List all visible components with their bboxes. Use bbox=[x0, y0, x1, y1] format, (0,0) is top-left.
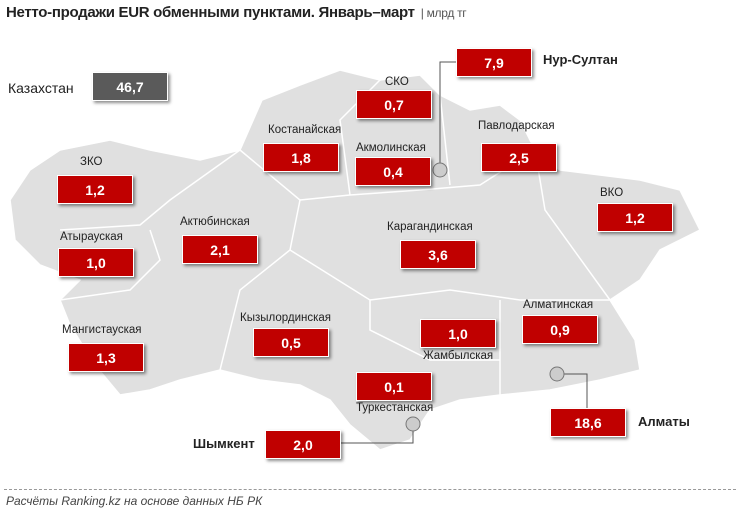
value-aktobe: 2,1 bbox=[182, 235, 258, 264]
value-zko: 1,2 bbox=[57, 175, 133, 204]
label-turkestan: Туркестанская bbox=[356, 402, 434, 414]
source-note: Расчёты Ranking.kz на основе данных НБ Р… bbox=[6, 494, 263, 508]
value-zhambyl: 1,0 bbox=[420, 319, 496, 348]
page-title: Нетто-продажи EUR обменными пунктами. Ян… bbox=[6, 4, 467, 21]
value-almaty: 18,6 bbox=[550, 408, 626, 437]
label-kyzylorda: Кызылординская bbox=[240, 312, 332, 324]
label-mangistau: Мангистауская bbox=[62, 324, 142, 336]
value-turkestan: 0,1 bbox=[356, 372, 432, 401]
value-kyzylorda: 0,5 bbox=[253, 328, 329, 357]
label-almaty-region: Алматинская bbox=[523, 299, 594, 311]
value-sko: 0,7 bbox=[356, 90, 432, 119]
value-atyrau: 1,0 bbox=[58, 248, 134, 277]
label-sko: СКО bbox=[385, 76, 409, 88]
value-almaty-region: 0,9 bbox=[522, 315, 598, 344]
label-almaty: Алматы bbox=[638, 414, 690, 429]
label-shymkent: Шымкент bbox=[193, 436, 255, 451]
nur-sultan-marker bbox=[432, 162, 448, 178]
value-karaganda: 3,6 bbox=[400, 240, 476, 269]
value-mangistau: 1,3 bbox=[68, 343, 144, 372]
shymkent-marker bbox=[405, 416, 421, 432]
label-karaganda: Карагандинская bbox=[387, 221, 473, 233]
label-nur-sultan: Нур-Султан bbox=[543, 52, 618, 67]
label-atyrau: Атырауская bbox=[60, 231, 123, 243]
value-pavlodar: 2,5 bbox=[481, 143, 557, 172]
unit-text: млрд тг bbox=[426, 6, 467, 20]
label-zhambyl: Жамбылская bbox=[423, 350, 494, 362]
label-vko: ВКО bbox=[600, 187, 624, 199]
total-label: Казахстан bbox=[8, 80, 74, 96]
value-shymkent: 2,0 bbox=[265, 430, 341, 459]
title-text: Нетто-продажи EUR обменными пунктами. Ян… bbox=[6, 4, 415, 21]
value-kostanay: 1,8 bbox=[263, 143, 339, 172]
value-nur-sultan: 7,9 bbox=[456, 48, 532, 77]
value-vko: 1,2 bbox=[597, 203, 673, 232]
label-akmola: Акмолинская bbox=[356, 142, 426, 154]
value-akmola: 0,4 bbox=[355, 157, 431, 186]
total-value: 46,7 bbox=[92, 72, 168, 101]
label-pavlodar: Павлодарская bbox=[478, 120, 555, 132]
label-aktobe: Актюбинская bbox=[180, 216, 250, 228]
label-zko: ЗКО bbox=[80, 156, 103, 168]
unit-label: | млрд тг bbox=[420, 6, 467, 20]
almaty-marker bbox=[549, 366, 565, 382]
label-kostanay: Костанайская bbox=[268, 124, 342, 136]
footer-divider bbox=[4, 489, 736, 490]
